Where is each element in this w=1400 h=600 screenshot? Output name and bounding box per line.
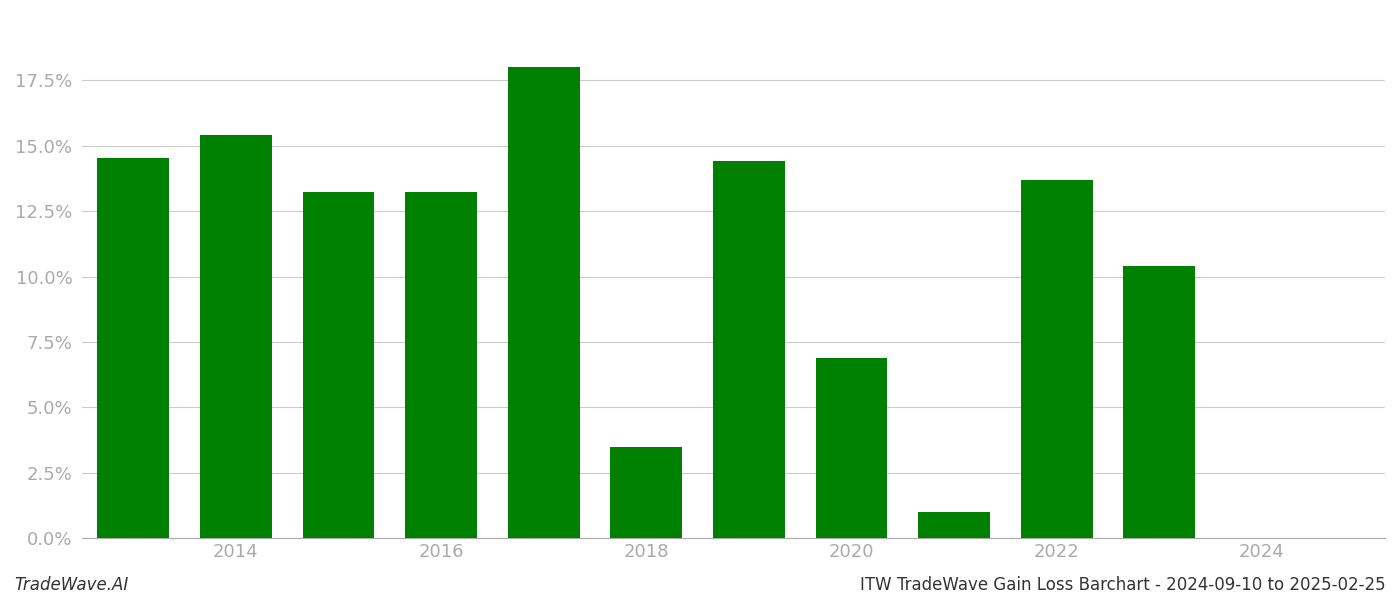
Bar <box>98 158 169 538</box>
Bar <box>1123 266 1196 538</box>
Bar <box>302 191 374 538</box>
Bar <box>918 512 990 538</box>
Bar <box>713 161 785 538</box>
Text: ITW TradeWave Gain Loss Barchart - 2024-09-10 to 2025-02-25: ITW TradeWave Gain Loss Barchart - 2024-… <box>861 576 1386 594</box>
Bar <box>405 191 477 538</box>
Text: TradeWave.AI: TradeWave.AI <box>14 576 129 594</box>
Bar <box>816 358 888 538</box>
Bar <box>200 136 272 538</box>
Bar <box>1021 180 1092 538</box>
Bar <box>610 446 682 538</box>
Bar <box>508 67 580 538</box>
